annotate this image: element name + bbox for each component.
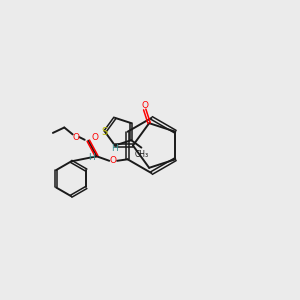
Text: S: S	[102, 127, 108, 137]
Text: O: O	[110, 156, 117, 165]
Text: H: H	[88, 153, 95, 162]
Text: O: O	[72, 133, 79, 142]
Text: O: O	[141, 101, 148, 110]
Text: O: O	[92, 133, 98, 142]
Text: H: H	[112, 144, 118, 153]
Text: CH₃: CH₃	[135, 150, 149, 159]
